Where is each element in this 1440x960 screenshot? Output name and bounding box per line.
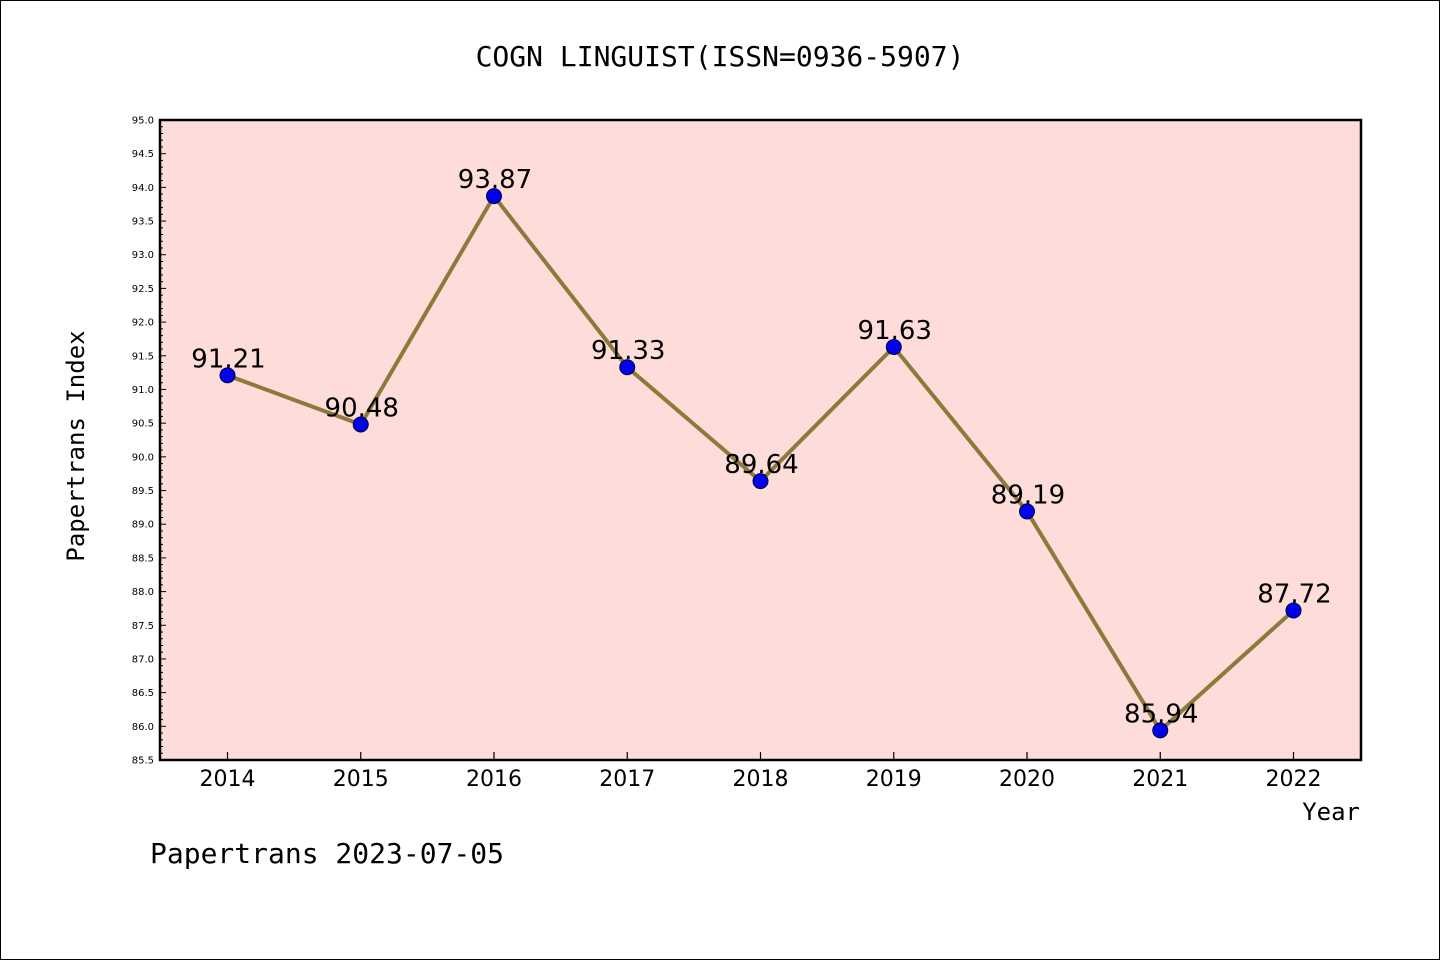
plot-area [160, 120, 1361, 760]
chart-title: COGN LINGUIST(ISSN=0936-5907) [476, 40, 965, 73]
data-point [1019, 503, 1035, 520]
y-tick-label: 92.5 [132, 284, 154, 295]
y-tick-label: 94.5 [132, 149, 154, 160]
data-point [352, 416, 369, 433]
x-tick-label: 2016 [466, 767, 522, 792]
data-series: 91.2190.4893.8791.3389.6491.6389.1985.94… [191, 165, 1332, 739]
y-tick-label: 85.5 [132, 756, 154, 767]
x-tick-label: 2021 [1132, 767, 1188, 792]
data-point [219, 367, 236, 384]
y-tick-label: 91.5 [132, 351, 154, 362]
y-tick-label: 87.5 [132, 621, 154, 632]
footer-text: Papertrans 2023-07-05 [150, 837, 504, 870]
data-point [885, 339, 902, 356]
data-point [752, 473, 769, 490]
y-tick-label: 93.5 [132, 217, 154, 228]
x-axis-ticks: 2014 2015 2016 2017 2018 2019 2020 2021 2022 [200, 752, 1322, 792]
y-tick-label: 89.5 [132, 486, 154, 497]
y-tick-label: 89.0 [132, 520, 154, 531]
y-tick-label: 88.5 [132, 553, 154, 564]
y-tick-label: 87.0 [132, 654, 154, 665]
y-axis-label: Papertrans Index [62, 330, 90, 561]
y-tick-label: 86.0 [132, 722, 154, 733]
y-tick-label: 90.5 [132, 419, 154, 430]
x-tick-label: 2014 [200, 767, 256, 792]
x-axis-label: Year [1302, 798, 1360, 826]
plot-border [158, 118, 1363, 762]
y-tick-label: 95.0 [132, 116, 154, 127]
x-tick-label: 2022 [1266, 767, 1322, 792]
x-tick-label: 2020 [999, 767, 1055, 792]
y-tick-label: 93.0 [132, 250, 154, 261]
data-point [619, 359, 636, 376]
data-point [1152, 722, 1169, 739]
y-tick-label: 92.0 [132, 318, 154, 329]
y-tick-label: 88.0 [132, 587, 154, 598]
y-tick-label: 94.0 [132, 183, 154, 194]
data-point [1285, 602, 1302, 619]
y-tick-label: 91.0 [132, 385, 154, 396]
x-tick-label: 2019 [866, 767, 922, 792]
x-tick-label: 2018 [733, 767, 789, 792]
y-tick-label: 86.5 [132, 688, 154, 699]
x-tick-label: 2017 [599, 767, 655, 792]
y-axis-ticks: 85.5 86.0 86.5 87.0 87.5 88.0 88.5 89.0 89.5 90.0… [132, 116, 166, 767]
y-tick-label: 90.0 [132, 452, 154, 463]
data-point [486, 188, 502, 205]
x-tick-label: 2015 [333, 767, 389, 792]
